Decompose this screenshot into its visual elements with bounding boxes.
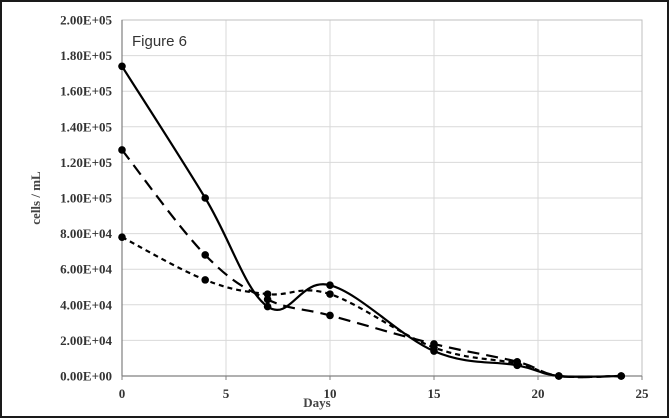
series-line: [121, 65, 622, 378]
y-tick-label: 8.00E+04: [60, 226, 112, 241]
data-point: [326, 290, 334, 298]
data-point: [430, 343, 438, 352]
y-tick-label: 1.80E+05: [60, 48, 112, 63]
series-line: [121, 236, 622, 379]
x-tick-label: 5: [223, 386, 230, 401]
y-tick-label: 1.00E+05: [60, 191, 112, 206]
series-group: [118, 62, 625, 380]
series-1: [118, 62, 625, 380]
x-tick-label: 10: [324, 386, 337, 401]
data-point: [513, 359, 521, 368]
axes: [121, 20, 643, 380]
y-tick-label: 4.00E+04: [60, 297, 112, 312]
data-point: [263, 295, 272, 304]
data-point: [118, 146, 126, 154]
data-point: [326, 281, 334, 290]
data-point: [555, 372, 563, 380]
tick-labels: 0.00E+00 2.00E+04 4.00E+04 6.00E+04 8.00E+04…: [60, 13, 649, 402]
series-3: [118, 233, 625, 380]
data-point: [118, 233, 126, 241]
y-tick-label: 1.20E+05: [60, 155, 112, 170]
x-tick-label: 20: [532, 386, 545, 401]
data-point: [263, 290, 272, 298]
data-point: [118, 62, 126, 71]
x-tick-label: 15: [428, 386, 442, 401]
y-tick-label: 1.60E+05: [60, 84, 112, 99]
y-tick-label: 0.00E+00: [60, 369, 112, 384]
data-point: [201, 251, 209, 259]
x-axis-title: Days: [303, 395, 330, 410]
data-point: [201, 276, 209, 284]
gridlines: [122, 19, 643, 376]
x-tick-label: 25: [636, 386, 650, 401]
data-point: [263, 302, 272, 311]
figure-label: Figure 6: [132, 33, 187, 50]
data-point: [617, 372, 625, 380]
y-tick-label: 2.00E+05: [60, 13, 112, 28]
data-point: [201, 194, 209, 202]
y-tick-label: 6.00E+04: [60, 262, 112, 277]
y-tick-label: 1.40E+05: [60, 119, 112, 134]
y-axis-title: cells / mL: [28, 171, 43, 225]
y-tick-label: 2.00E+04: [60, 333, 112, 348]
x-tick-label: 0: [119, 386, 126, 401]
data-point: [326, 311, 334, 320]
